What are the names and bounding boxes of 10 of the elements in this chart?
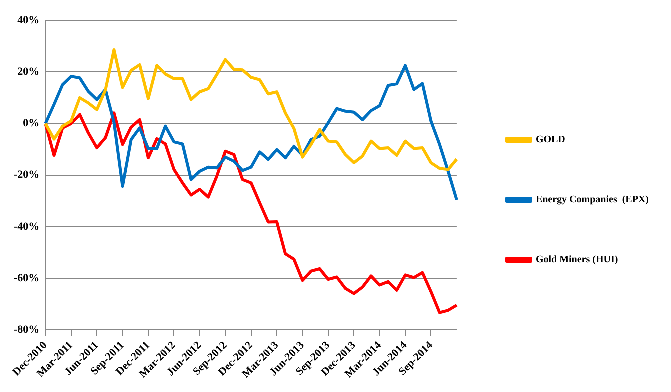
y-tick-label: 40% — [18, 14, 40, 26]
legend-label: Energy Companies (EPX) — [536, 194, 650, 206]
y-tick-label: -20% — [14, 169, 40, 182]
y-tick-label: 20% — [18, 66, 40, 78]
legend-label: Gold Miners (HUI) — [536, 254, 618, 266]
y-tick-label: -40% — [14, 220, 40, 233]
legend-label: GOLD — [536, 134, 566, 146]
y-tick-label: 0% — [23, 118, 40, 130]
y-tick-label: -60% — [14, 272, 40, 284]
y-tick-label: -80% — [14, 324, 40, 336]
